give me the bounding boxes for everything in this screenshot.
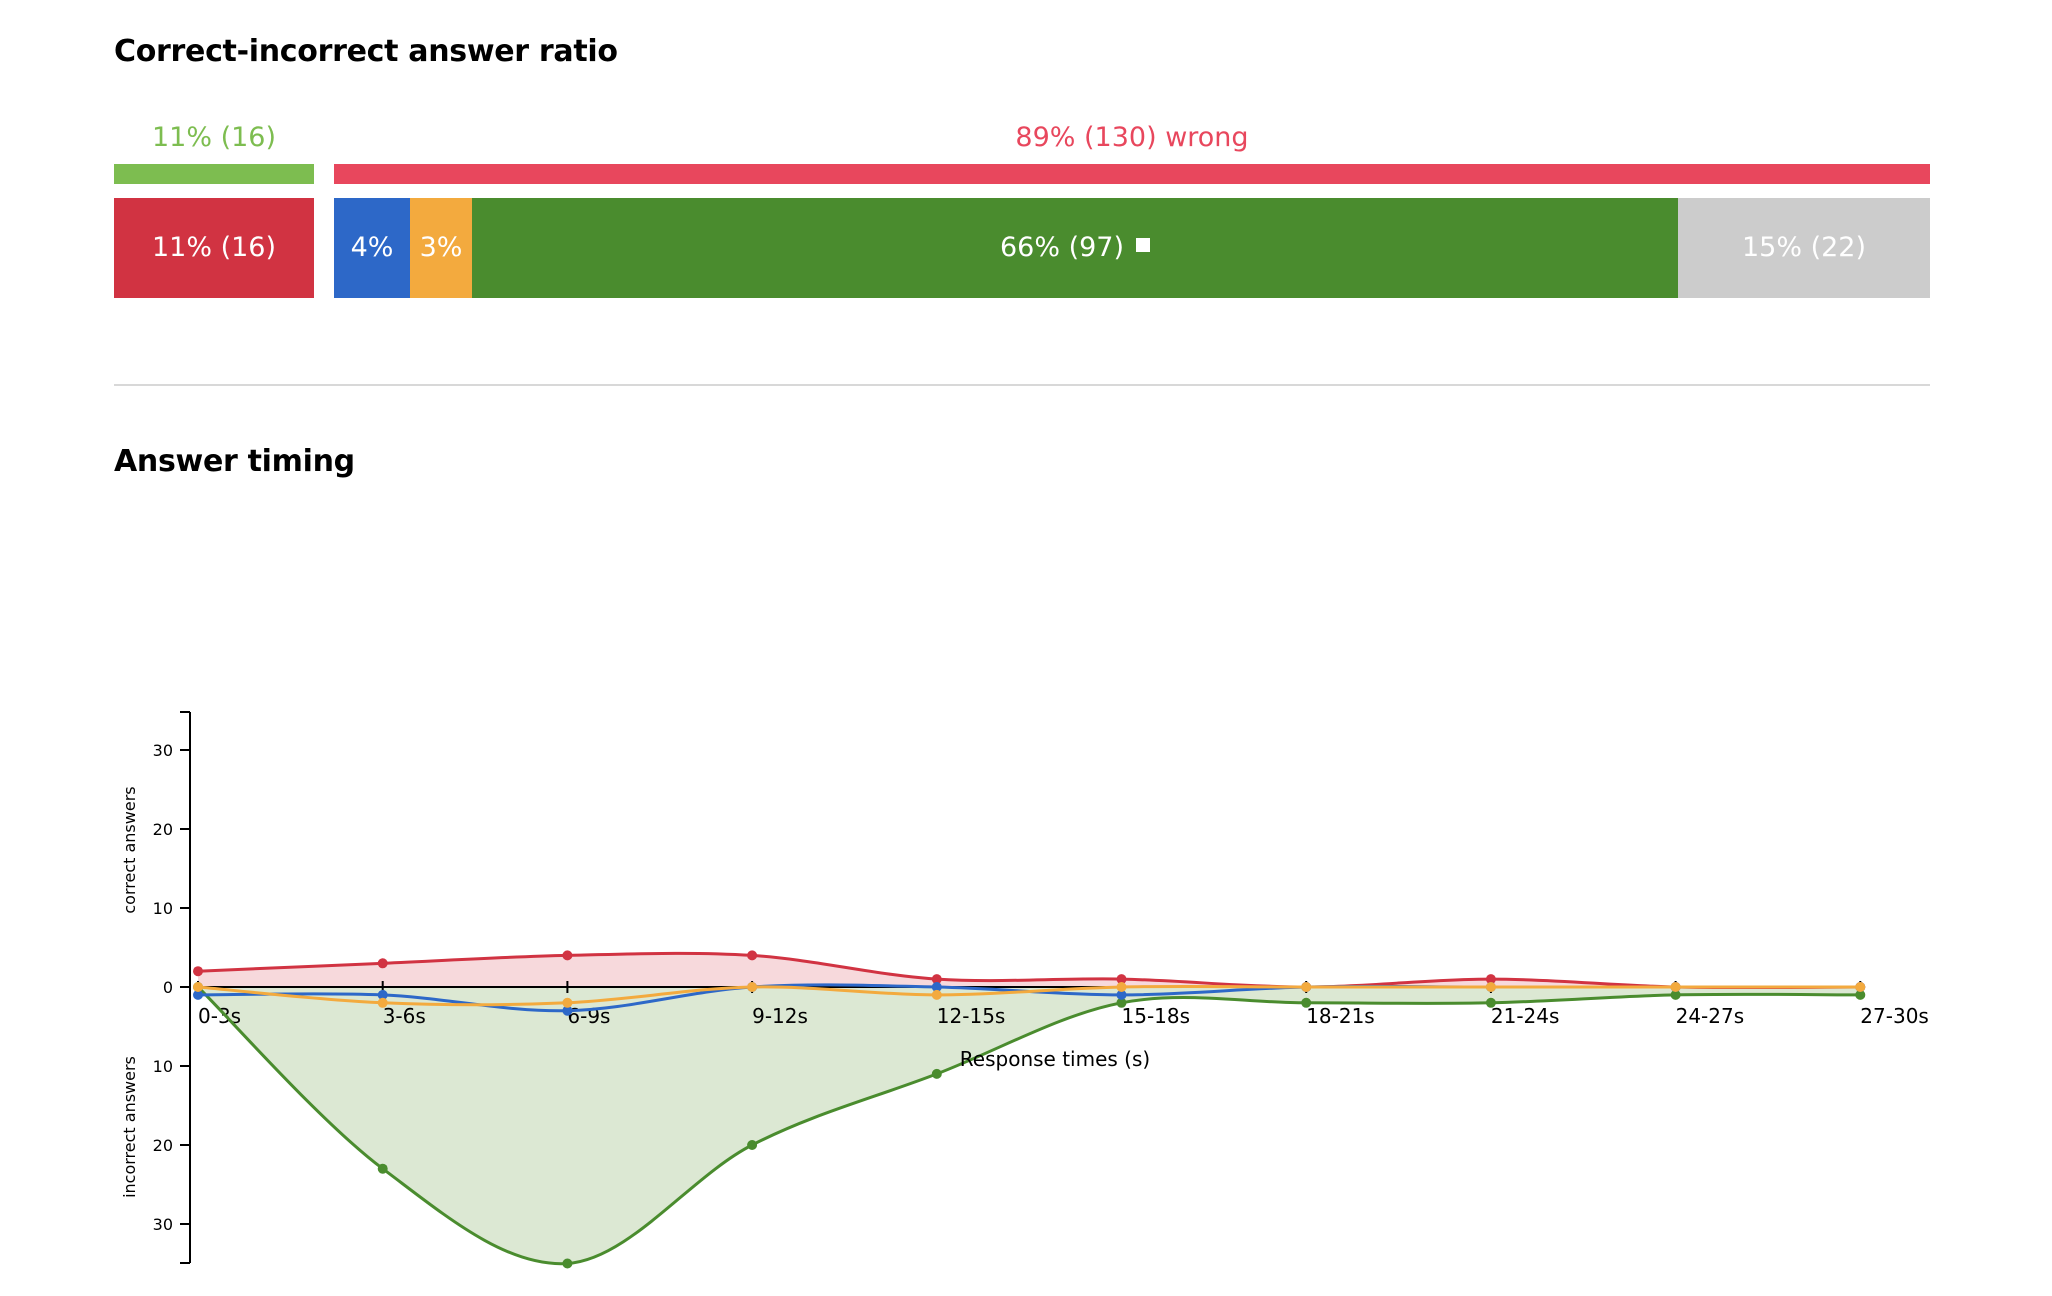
series-1-point-1	[377, 1163, 388, 1174]
series-3-point-4	[931, 989, 942, 1000]
y-tick-label-4: 10	[153, 1057, 173, 1076]
segment-blue-label: 4%	[350, 232, 394, 263]
series-3-line	[197, 984, 1861, 1007]
selected-marker-icon	[1136, 238, 1151, 252]
series-3-point-7	[1485, 982, 1496, 992]
series-2-point-2	[562, 1005, 573, 1016]
y-tick-label-1: 20	[153, 820, 173, 839]
series-1-point-7	[1485, 997, 1496, 1008]
series-0-point-4	[931, 974, 942, 985]
series-3-point-9	[1855, 982, 1866, 992]
ratio-title: Correct-incorrect answer ratio	[114, 34, 618, 69]
y-tick-label-0: 30	[153, 741, 173, 760]
segment-orange[interactable]: 3%	[410, 198, 472, 298]
y-tick-label-5: 20	[153, 1136, 173, 1155]
segment-green-label: 66% (97)	[999, 232, 1125, 263]
segment-correct-label: 11% (16)	[151, 232, 277, 263]
x-tick-label-5: 15-18s	[1122, 1004, 1191, 1028]
timing-title: Answer timing	[114, 444, 355, 479]
series-2-point-4	[931, 982, 942, 992]
series-1-point-6	[1301, 997, 1312, 1008]
x-tick-label-7: 21-24s	[1491, 1004, 1560, 1028]
series-1-point-3	[747, 1140, 758, 1150]
series-3-point-2	[562, 997, 573, 1008]
series-1-point-4	[931, 1068, 942, 1079]
series-3-point-5	[1116, 982, 1127, 992]
series-3-point-6	[1301, 982, 1312, 992]
series-0-point-2	[562, 950, 573, 961]
series-2-point-0	[193, 989, 203, 1000]
series-0-point-1	[377, 958, 388, 969]
x-tick-label-4: 12-15s	[937, 1004, 1006, 1028]
series-2-point-5	[1116, 989, 1127, 1000]
series-0-point-3	[747, 950, 758, 961]
series-1-point-8	[1670, 989, 1681, 1000]
series-0-area	[198, 953, 1861, 988]
series-0-point-5	[1116, 974, 1127, 985]
x-tick-label-6: 18-21s	[1306, 1004, 1375, 1028]
segment-correct[interactable]: 11% (16)	[114, 198, 314, 298]
section-divider	[114, 384, 1930, 386]
correct-summary-label: 11% (16)	[151, 122, 277, 153]
segment-green[interactable]: 66% (97)	[472, 198, 1678, 298]
wrong-summary-bar	[334, 164, 1930, 184]
x-tick-label-8: 24-27s	[1676, 1004, 1745, 1028]
y-axis-title-correct: correct answers	[120, 786, 139, 913]
x-tick-label-9: 27-30s	[1860, 1004, 1929, 1028]
series-1-line	[196, 985, 1861, 1266]
y-tick-label-6: 30	[153, 1215, 173, 1234]
series-3-point-0	[193, 982, 203, 992]
x-axis-title: Response times (s)	[960, 1047, 1150, 1071]
series-3-point-3	[747, 982, 758, 992]
segment-orange-label: 3%	[419, 232, 463, 263]
y-tick-label-2: 10	[153, 899, 173, 918]
series-1-point-5	[1116, 997, 1127, 1008]
series-1-area	[198, 987, 1861, 1264]
series-1-point-2	[562, 1258, 573, 1269]
series-3-point-1	[377, 997, 388, 1008]
x-tick-label-1: 3-6s	[383, 1004, 426, 1028]
series-0-point-7	[1485, 974, 1496, 985]
series-3-point-8	[1670, 982, 1681, 992]
series-0-point-0	[193, 966, 203, 977]
correct-summary-bar	[114, 164, 314, 184]
segment-gray[interactable]: 15% (22)	[1678, 198, 1930, 298]
wrong-summary-label: 89% (130) wrong	[1015, 122, 1249, 153]
x-tick-label-3: 9-12s	[752, 1004, 808, 1028]
y-axis-title-incorrect: incorrect answers	[120, 1056, 139, 1198]
y-tick-label-3: 0	[163, 978, 173, 997]
series-2-point-1	[377, 989, 388, 1000]
segment-gray-label: 15% (22)	[1741, 232, 1867, 263]
segment-blue[interactable]: 4%	[334, 198, 410, 298]
series-0-line	[197, 951, 1861, 990]
series-1-point-9	[1855, 989, 1866, 1000]
